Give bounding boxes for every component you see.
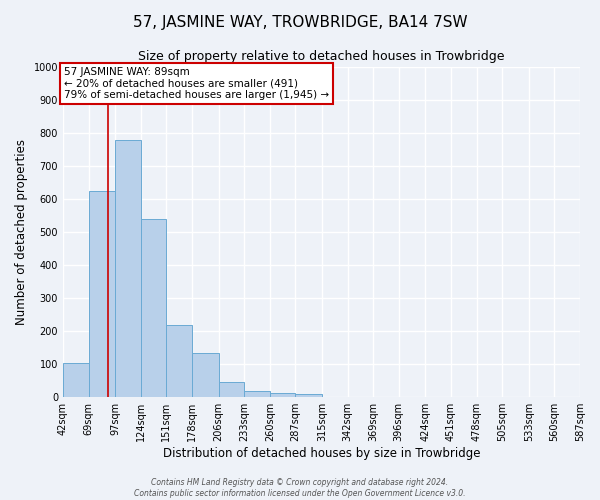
Text: 57, JASMINE WAY, TROWBRIDGE, BA14 7SW: 57, JASMINE WAY, TROWBRIDGE, BA14 7SW [133,15,467,30]
Bar [218,382,244,397]
Bar [166,324,192,397]
Bar [244,392,270,397]
Text: Contains HM Land Registry data © Crown copyright and database right 2024.
Contai: Contains HM Land Registry data © Crown c… [134,478,466,498]
Title: Size of property relative to detached houses in Trowbridge: Size of property relative to detached ho… [138,50,505,63]
X-axis label: Distribution of detached houses by size in Trowbridge: Distribution of detached houses by size … [163,447,480,460]
Bar [141,219,166,397]
Bar [115,140,141,397]
Y-axis label: Number of detached properties: Number of detached properties [15,139,28,325]
Bar [63,363,89,397]
Bar [295,394,322,397]
Text: 57 JASMINE WAY: 89sqm
← 20% of detached houses are smaller (491)
79% of semi-det: 57 JASMINE WAY: 89sqm ← 20% of detached … [64,67,329,100]
Bar [192,352,218,397]
Bar [89,191,115,397]
Bar [270,393,295,397]
